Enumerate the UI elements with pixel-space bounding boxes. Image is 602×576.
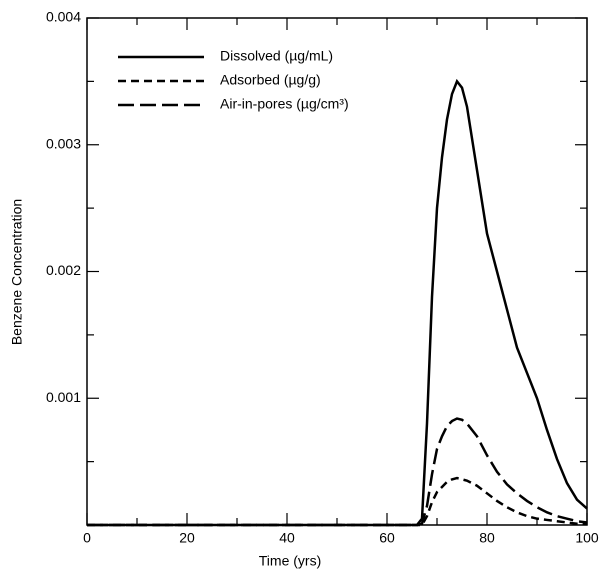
y-tick-label: 0.002 (46, 262, 81, 278)
series-line (87, 476, 587, 527)
x-tick-label: 0 (83, 530, 91, 546)
x-tick-label: 80 (479, 530, 495, 546)
x-tick-label: 40 (279, 530, 295, 546)
legend-label: Adsorbed (µg/g) (220, 72, 321, 88)
y-tick-label: 0.004 (46, 9, 81, 25)
y-tick-label: 0.003 (46, 135, 81, 151)
legend-label: Air-in-pores (µg/cm³) (220, 96, 349, 112)
x-axis-label: Time (yrs) (259, 553, 321, 569)
series-line (87, 417, 588, 527)
y-axis-label: Benzene Concentration (9, 199, 25, 345)
legend-label: Dissolved (µg/mL) (220, 48, 333, 64)
x-tick-label: 20 (179, 530, 195, 546)
series-line (87, 78, 588, 527)
y-tick-label: 0.001 (46, 389, 81, 405)
x-tick-label: 100 (575, 530, 599, 546)
x-tick-label: 60 (379, 530, 395, 546)
plot-frame (86, 17, 588, 526)
